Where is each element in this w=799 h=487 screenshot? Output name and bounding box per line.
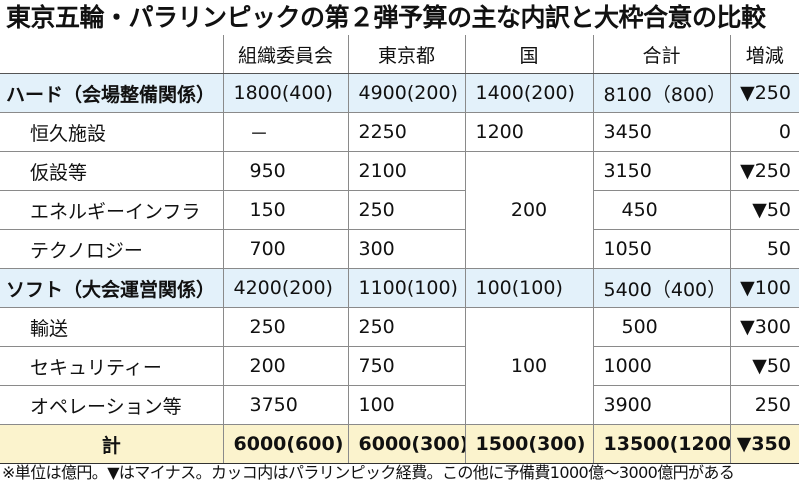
cell-total: 1050 xyxy=(592,229,730,269)
cell-org: 4200(200) xyxy=(222,268,348,308)
header-row: 組織委員会 東京都 国 合計 増減 xyxy=(0,35,799,74)
category-label: ハード（会場整備関係） xyxy=(0,73,223,113)
cell-org: 150 xyxy=(222,190,348,230)
cell-total: 450 xyxy=(592,190,730,230)
cell-total: 3150 xyxy=(592,151,730,191)
cell-tokyo: 1100(100) xyxy=(347,268,465,308)
row-label: エネルギーインフラ xyxy=(0,190,223,230)
cell-total: 13500(1200) xyxy=(592,424,730,464)
total-row: 計 6000(600) 6000(300) 1500(300) 13500(12… xyxy=(0,424,799,464)
row-label: テクノロジー xyxy=(0,229,223,269)
footnote: ※単位は億円。▼はマイナス。カッコ内はパラリンピック経費。この他に予備費1000… xyxy=(2,463,735,482)
cell-org: 700 xyxy=(222,229,348,269)
row-label: オペレーション等 xyxy=(0,385,223,425)
cell-change: 50 xyxy=(729,229,799,269)
cell-org: 1800(400) xyxy=(222,73,348,113)
header-total: 合計 xyxy=(592,35,730,74)
cell-total: 500 xyxy=(592,307,730,347)
cell-org: － xyxy=(222,112,348,152)
row-label: 輸送 xyxy=(0,307,223,347)
cell-tokyo: 250 xyxy=(347,307,465,347)
cell-change: ▼100 xyxy=(729,268,799,308)
cell-total: 5400（400） xyxy=(592,268,730,308)
row-label: セキュリティー xyxy=(0,346,223,386)
cell-tokyo: 2100 xyxy=(347,151,465,191)
table-row: エネルギーインフラ 150 250 450 ▼50 xyxy=(0,190,799,230)
cell-org: 950 xyxy=(222,151,348,191)
page-title: 東京五輪・パラリンピックの第２弾予算の主な内訳と大枠合意の比較 xyxy=(6,3,766,32)
cell-tokyo: 750 xyxy=(347,346,465,386)
cell-org: 6000(600) xyxy=(222,424,348,464)
table-row: 仮設等 950 2100 200 3150 ▼250 xyxy=(0,151,799,269)
header-organizing-committee: 組織委員会 xyxy=(222,35,348,74)
table-row: 輸送 250 250 100 500 ▼300 xyxy=(0,307,799,425)
header-change: 増減 xyxy=(729,35,799,74)
cell-kuni-merged: 100 xyxy=(464,307,593,425)
cell-kuni: 100(100) xyxy=(464,268,593,308)
cell-change: ▼250 xyxy=(729,151,799,191)
cell-change: 0 xyxy=(729,112,799,152)
cell-total: 3450 xyxy=(592,112,730,152)
header-tokyo: 東京都 xyxy=(347,35,465,74)
table-row: オペレーション等 3750 100 3900 250 xyxy=(0,385,799,425)
header-national: 国 xyxy=(464,35,593,74)
cell-tokyo: 6000(300) xyxy=(347,424,465,464)
cell-tokyo: 2250 xyxy=(347,112,465,152)
cell-org: 200 xyxy=(222,346,348,386)
total-label: 計 xyxy=(0,424,223,464)
cell-change: ▼50 xyxy=(729,346,799,386)
cell-kuni: 1200 xyxy=(464,112,593,152)
cell-tokyo: 300 xyxy=(347,229,465,269)
cell-org: 250 xyxy=(222,307,348,347)
category-label: ソフト（大会運営関係） xyxy=(0,268,223,308)
cell-kuni: 1500(300) xyxy=(464,424,593,464)
cell-change: 250 xyxy=(729,385,799,425)
table-row: セキュリティー 200 750 1000 ▼50 xyxy=(0,346,799,386)
cell-total: 3900 xyxy=(592,385,730,425)
cell-tokyo: 250 xyxy=(347,190,465,230)
header-blank xyxy=(0,35,223,74)
cell-tokyo: 4900(200) xyxy=(347,73,465,113)
category-row-hard: ハード（会場整備関係） 1800(400) 4900(200) 1400(200… xyxy=(0,73,799,113)
table-row: 恒久施設 － 2250 1200 3450 0 xyxy=(0,112,799,152)
cell-kuni-merged: 200 xyxy=(464,151,593,269)
row-label: 恒久施設 xyxy=(0,112,223,152)
category-row-soft: ソフト（大会運営関係） 4200(200) 1100(100) 100(100)… xyxy=(0,268,799,308)
cell-change: ▼350 xyxy=(729,424,799,464)
cell-total: 1000 xyxy=(592,346,730,386)
cell-tokyo: 100 xyxy=(347,385,465,425)
row-label: 仮設等 xyxy=(0,151,223,191)
cell-total: 8100（800） xyxy=(592,73,730,113)
table-row: テクノロジー 700 300 1050 50 xyxy=(0,229,799,269)
cell-kuni: 1400(200) xyxy=(464,73,593,113)
cell-change: ▼300 xyxy=(729,307,799,347)
cell-org: 3750 xyxy=(222,385,348,425)
cell-change: ▼250 xyxy=(729,73,799,113)
budget-table: 組織委員会 東京都 国 合計 増減 ハード（会場整備関係） 1800(400) … xyxy=(0,35,799,464)
cell-change: ▼50 xyxy=(729,190,799,230)
